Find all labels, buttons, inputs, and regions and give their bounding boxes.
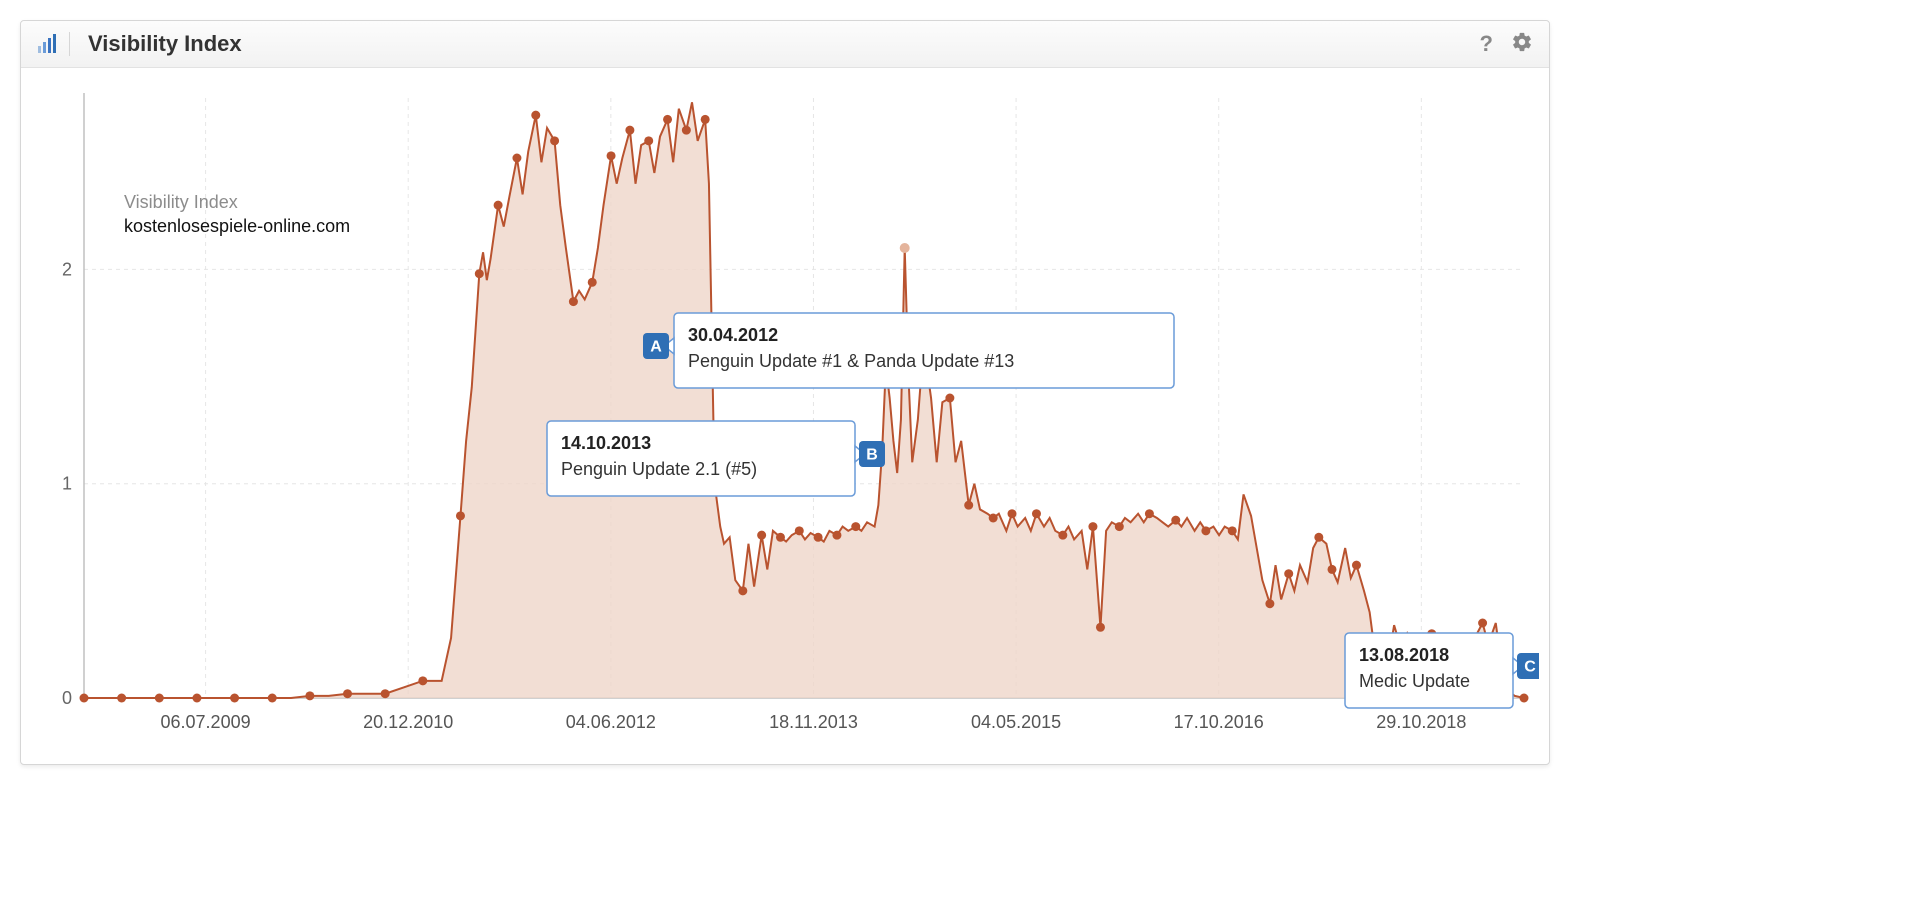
svg-text:Penguin Update #1 & Panda Upda: Penguin Update #1 & Panda Update #13 <box>688 351 1014 371</box>
svg-text:Penguin Update 2.1 (#5): Penguin Update 2.1 (#5) <box>561 459 757 479</box>
svg-text:14.10.2013: 14.10.2013 <box>561 433 651 453</box>
svg-text:2: 2 <box>62 259 72 279</box>
svg-text:04.05.2015: 04.05.2015 <box>971 712 1061 732</box>
help-icon[interactable]: ? <box>1480 31 1493 57</box>
svg-text:20.12.2010: 20.12.2010 <box>363 712 453 732</box>
svg-text:Visibility Index: Visibility Index <box>124 192 238 212</box>
header-divider <box>69 32 70 56</box>
panel-title: Visibility Index <box>88 31 1480 57</box>
svg-text:29.10.2018: 29.10.2018 <box>1376 712 1466 732</box>
svg-text:0: 0 <box>62 688 72 708</box>
visibility-index-panel: Visibility Index ? 0 1 2 06.07.2009 20.12.20… <box>20 20 1550 765</box>
svg-text:04.06.2012: 04.06.2012 <box>566 712 656 732</box>
svg-text:30.04.2012: 30.04.2012 <box>688 325 778 345</box>
svg-text:B: B <box>866 447 878 464</box>
svg-text:18.11.2013: 18.11.2013 <box>769 712 858 732</box>
bar-chart-icon <box>37 34 57 54</box>
svg-text:13.08.2018: 13.08.2018 <box>1359 645 1449 665</box>
visibility-chart: 0 1 2 06.07.2009 20.12.2010 04.06.2012 18.11.2… <box>29 78 1539 758</box>
svg-text:06.07.2009: 06.07.2009 <box>161 712 251 732</box>
chart-area: 0 1 2 06.07.2009 20.12.2010 04.06.2012 18.11.2… <box>21 68 1549 764</box>
svg-text:C: C <box>1524 659 1536 676</box>
panel-header: Visibility Index ? <box>21 21 1549 68</box>
svg-text:Medic Update: Medic Update <box>1359 671 1470 691</box>
svg-text:1: 1 <box>62 474 72 494</box>
svg-text:17.10.2016: 17.10.2016 <box>1174 712 1264 732</box>
settings-icon[interactable] <box>1511 31 1533 57</box>
svg-text:kostenlosespiele-online.com: kostenlosespiele-online.com <box>124 216 350 236</box>
svg-text:A: A <box>650 339 662 356</box>
